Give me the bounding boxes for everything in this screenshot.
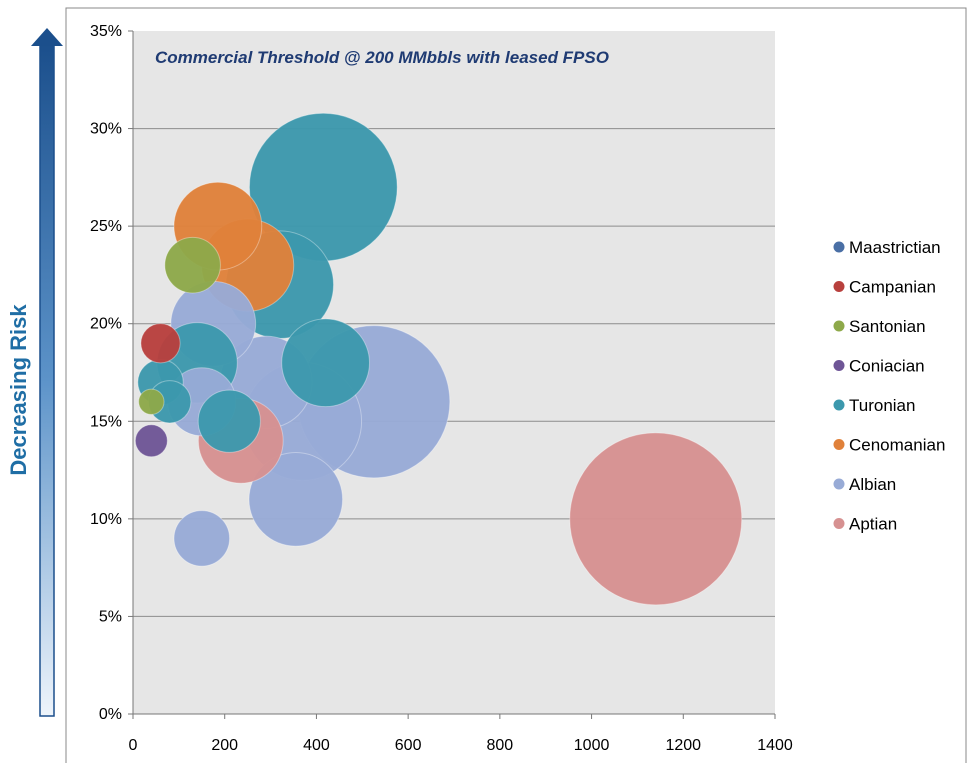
legend-label: Turonian — [849, 396, 915, 415]
x-tick-label: 400 — [303, 737, 330, 754]
chart-annotation: Commercial Threshold @ 200 MMbbls with l… — [155, 48, 609, 67]
legend-label: Coniacian — [849, 357, 925, 376]
y-tick-label: 20% — [90, 316, 122, 333]
legend-marker — [833, 399, 845, 411]
decreasing-risk-label: Decreasing Risk — [6, 304, 31, 476]
legend-label: Cenomanian — [849, 436, 945, 455]
legend-label: Santonian — [849, 317, 926, 336]
legend-item-cenomanian: Cenomanian — [833, 436, 945, 455]
legend-item-aptian: Aptian — [833, 515, 897, 534]
legend-label: Maastrictian — [849, 238, 941, 257]
decreasing-risk-arrow — [31, 28, 63, 717]
bubble-albian — [173, 510, 231, 567]
x-tick-label: 1200 — [665, 737, 701, 754]
bubble-coniacian — [134, 424, 168, 458]
legend-item-santonian: Santonian — [833, 317, 926, 336]
x-tick-label: 600 — [395, 737, 422, 754]
y-tick-label: 25% — [90, 218, 122, 235]
y-tick-label: 35% — [90, 23, 122, 40]
legend-label: Campanian — [849, 278, 936, 297]
x-tick-label: 800 — [487, 737, 514, 754]
bubble-turonian — [281, 318, 371, 408]
legend-marker — [833, 320, 845, 332]
x-tick-label: 200 — [211, 737, 238, 754]
legend-label: Aptian — [849, 515, 897, 534]
bubble-campanian — [140, 323, 181, 364]
x-tick-label: 1400 — [757, 737, 793, 754]
legend-item-albian: Albian — [833, 475, 896, 494]
legend-marker — [833, 241, 845, 253]
legend-item-coniacian: Coniacian — [833, 357, 925, 376]
legend-marker — [833, 360, 845, 371]
y-tick-label: 0% — [99, 706, 122, 723]
x-tick-label: 1000 — [574, 737, 610, 754]
bubble-santonian — [164, 236, 221, 294]
bubble-santonian — [138, 388, 165, 415]
legend-marker — [833, 439, 845, 450]
legend-marker — [833, 518, 845, 529]
legend-item-campanian: Campanian — [833, 278, 936, 297]
y-tick-label: 5% — [99, 608, 122, 625]
legend-marker — [833, 281, 845, 292]
legend-label: Albian — [849, 475, 896, 494]
legend-item-turonian: Turonian — [833, 396, 915, 415]
x-tick-label: 0 — [129, 737, 138, 754]
y-tick-label: 15% — [90, 413, 122, 430]
legend-item-maastrictian: Maastrictian — [833, 238, 941, 257]
bubble-aptian — [569, 432, 743, 606]
legend-marker — [833, 478, 845, 490]
bubble-turonian — [197, 389, 261, 453]
y-tick-label: 30% — [90, 121, 122, 138]
bubble-albian — [248, 452, 344, 547]
y-tick-label: 10% — [90, 511, 122, 528]
